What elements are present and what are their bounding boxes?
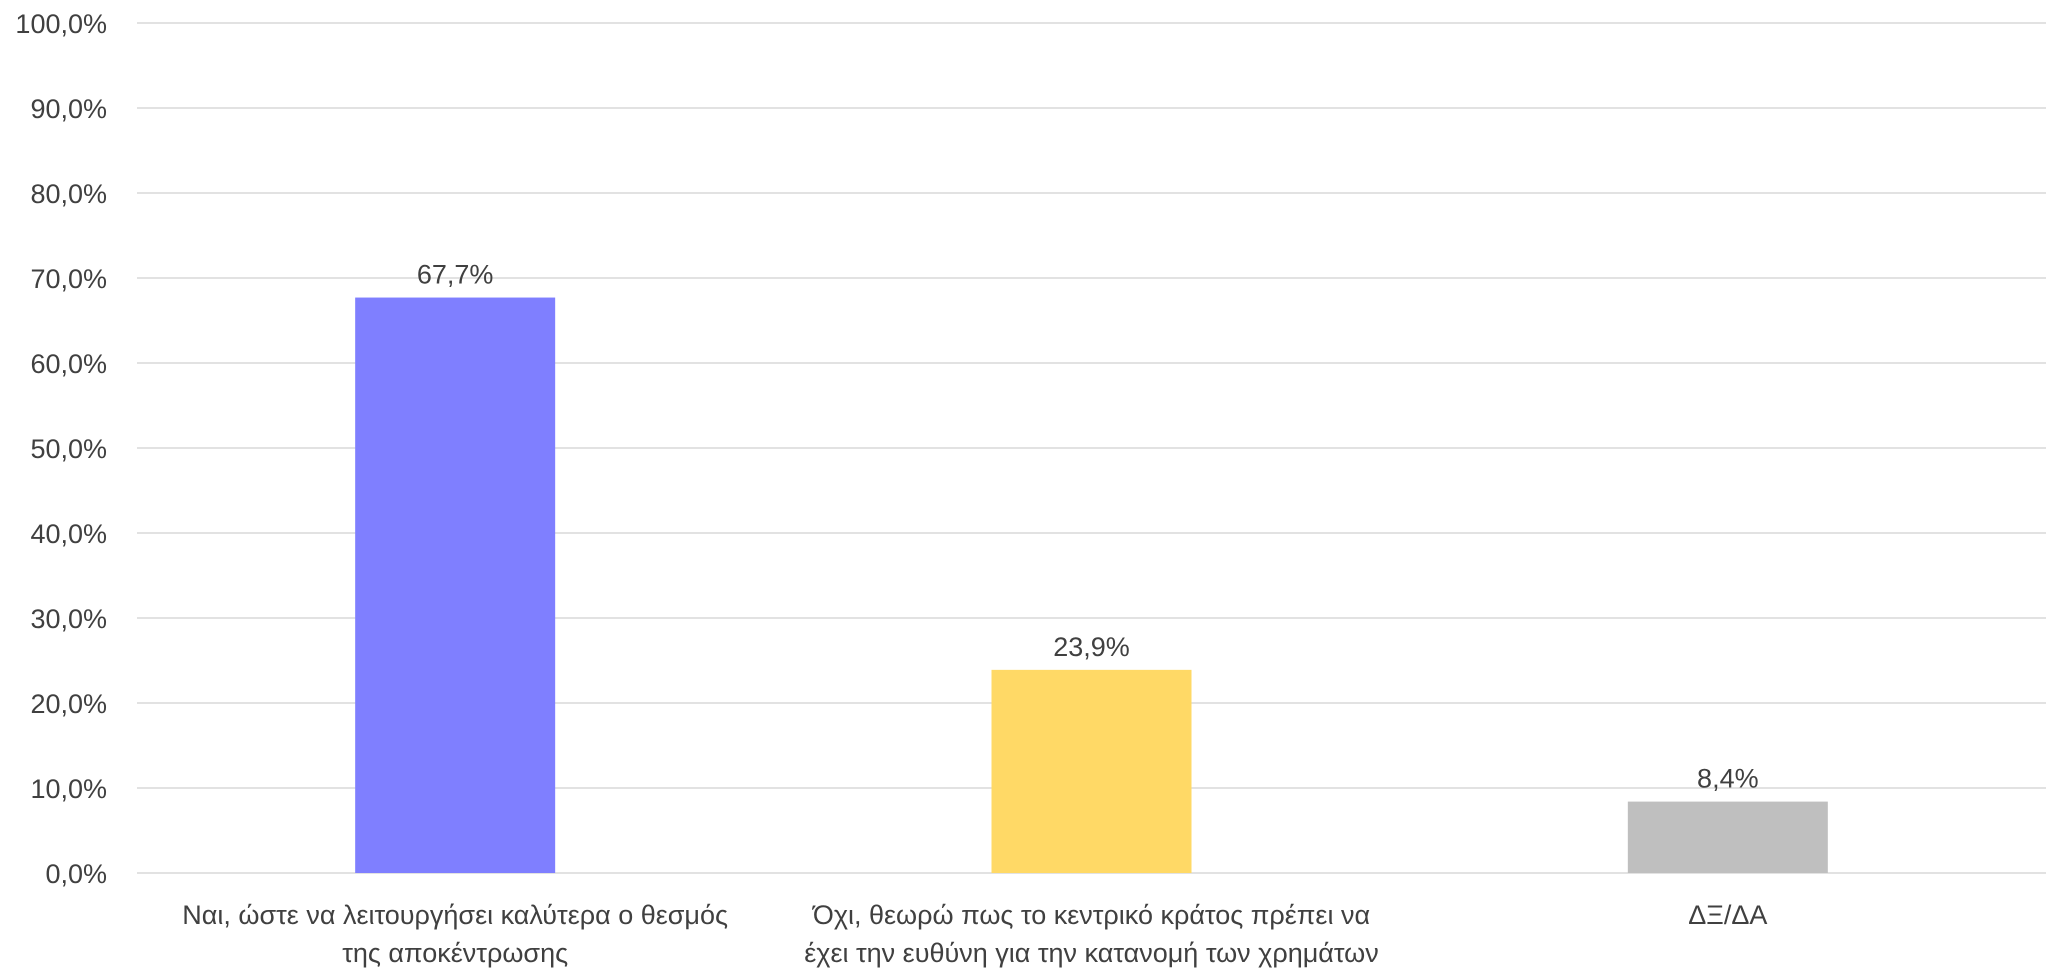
y-tick-label: 60,0% xyxy=(30,349,107,379)
y-axis-tick-labels: 0,0% 10,0% 20,0% 30,0% 40,0% 50,0% 60,0% 70,0% 8… xyxy=(15,9,107,889)
category-label: Όχι, θεωρώ πως το κεντρικό κράτος πρέπει… xyxy=(812,900,1370,930)
category-label: Ναι, ώστε να λειτουργήσει καλύτερα ο θεσ… xyxy=(182,900,728,930)
y-tick-label: 50,0% xyxy=(30,434,107,464)
y-tick-label: 40,0% xyxy=(30,519,107,549)
y-tick-label: 90,0% xyxy=(30,94,107,124)
y-tick-label: 0,0% xyxy=(45,859,107,889)
y-tick-label: 100,0% xyxy=(15,9,107,39)
bar xyxy=(355,297,556,873)
data-label: 8,4% xyxy=(1697,764,1759,794)
bars xyxy=(355,297,1828,873)
x-axis-category-labels: Ναι, ώστε να λειτουργήσει καλύτερα ο θεσ… xyxy=(182,900,1767,968)
bar xyxy=(991,669,1192,873)
category-label: ΔΞ/ΔΑ xyxy=(1688,900,1767,930)
category-label: έχει την ευθύνη για την κατανομή των χρη… xyxy=(804,938,1379,968)
bar xyxy=(1627,801,1828,873)
y-tick-label: 10,0% xyxy=(30,774,107,804)
data-label: 67,7% xyxy=(417,260,494,290)
y-tick-label: 20,0% xyxy=(30,689,107,719)
data-labels: 67,7% 23,9% 8,4% xyxy=(417,260,1759,794)
y-tick-label: 70,0% xyxy=(30,264,107,294)
y-tick-label: 80,0% xyxy=(30,179,107,209)
y-tick-label: 30,0% xyxy=(30,604,107,634)
category-label: της αποκέντρωσης xyxy=(342,938,568,968)
data-label: 23,9% xyxy=(1053,632,1130,662)
